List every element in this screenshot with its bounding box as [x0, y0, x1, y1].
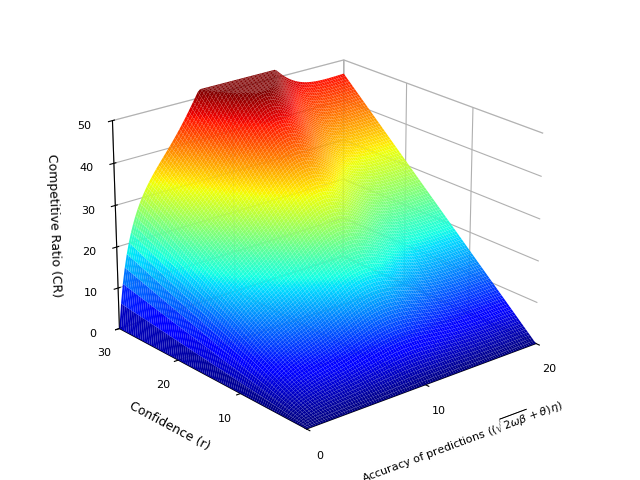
X-axis label: Accuracy of predictions $((\sqrt{2\omega\beta} + \theta)\eta)$: Accuracy of predictions $((\sqrt{2\omega…: [358, 395, 565, 480]
Y-axis label: Confidence (r): Confidence (r): [127, 398, 212, 452]
